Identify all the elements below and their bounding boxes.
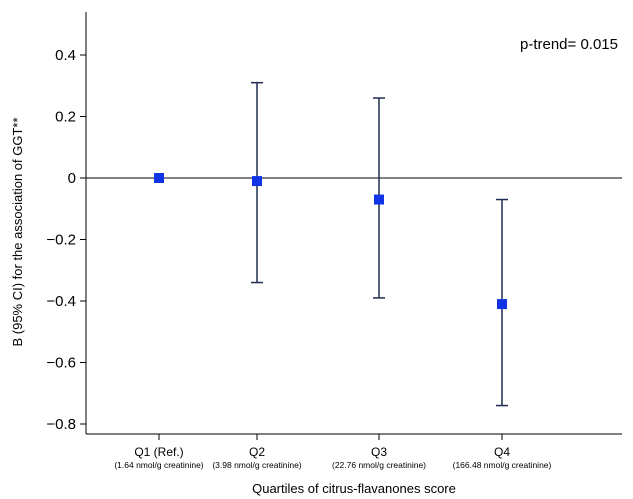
x-tick-sublabel: (22.76 nmol/g creatinine) — [332, 460, 426, 470]
x-tick-label: Q2 — [249, 445, 265, 459]
p-trend-annotation: p-trend= 0.015 — [520, 36, 618, 53]
point-markers — [154, 173, 507, 310]
point-marker — [252, 176, 262, 187]
point-marker — [374, 194, 384, 205]
x-tick-sublabel: (166.48 nmol/g creatinine) — [453, 460, 552, 470]
x-tick-label: Q1 (Ref.) — [134, 445, 183, 459]
point-marker — [497, 299, 507, 310]
y-tick-label: −0.6 — [46, 355, 76, 372]
y-tick-label: −0.8 — [46, 416, 76, 433]
y-tick-label: 0.4 — [55, 47, 76, 64]
x-tick-sublabel: (1.64 nmol/g creatinine) — [114, 460, 203, 470]
x-ticks: Q1 (Ref.)(1.64 nmol/g creatinine) Q2(3.98… — [114, 434, 552, 470]
y-tick-label: 0.2 — [55, 109, 76, 126]
y-axis-title: B (95% CI) for the association of GGT** — [10, 117, 25, 346]
x-axis-title: Quartiles of citrus-flavanones score — [252, 481, 456, 496]
y-tick-label: −0.4 — [46, 293, 76, 310]
y-tick-label: −0.2 — [46, 232, 76, 249]
x-tick-sublabel: (3.98 nmol/g creatinine) — [212, 460, 301, 470]
error-bars — [251, 81, 508, 407]
y-tick-label: 0 — [68, 170, 76, 187]
x-tick-label: Q3 — [371, 445, 387, 459]
x-tick-label: Q4 — [494, 445, 510, 459]
point-marker — [154, 173, 164, 183]
y-ticks: 0.4 0.2 0 −0.2 −0.4 −0.6 −0.8 — [46, 47, 86, 433]
